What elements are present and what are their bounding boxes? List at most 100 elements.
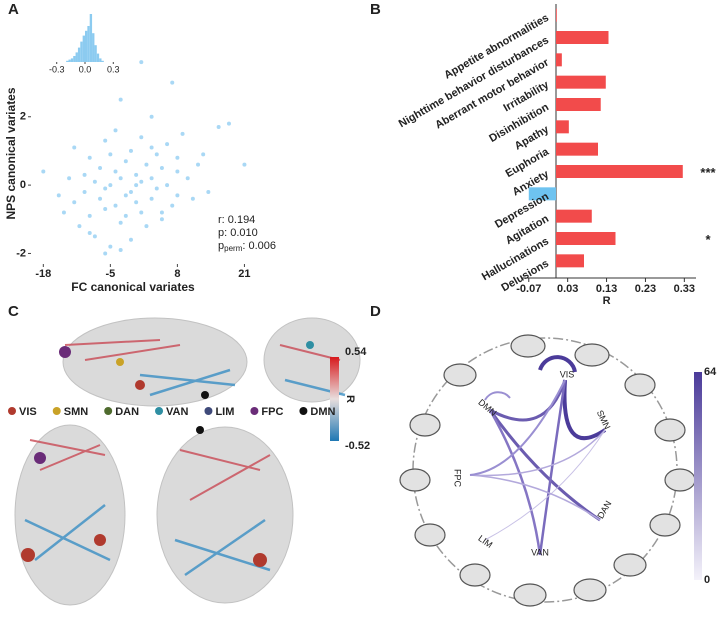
scatter-point bbox=[226, 121, 231, 126]
scatter-point bbox=[175, 193, 180, 198]
scatter-point bbox=[108, 244, 113, 249]
scatter-point bbox=[139, 179, 144, 184]
bar bbox=[556, 8, 557, 22]
scatter-point bbox=[72, 145, 77, 150]
histogram-bar bbox=[89, 14, 93, 62]
scatter-point bbox=[103, 251, 108, 256]
annotation: r: 0.194 bbox=[218, 214, 255, 226]
colorbar-tick-label: 0 bbox=[704, 574, 710, 586]
legend-swatch bbox=[8, 407, 16, 415]
scatter-point bbox=[144, 224, 149, 229]
network-label: VIS bbox=[560, 369, 575, 379]
scatter-point bbox=[67, 176, 72, 181]
scatter-point bbox=[118, 220, 123, 225]
scatter-point bbox=[165, 183, 170, 188]
scatter-point bbox=[242, 162, 247, 167]
colorbar-label: R bbox=[344, 395, 356, 403]
panel-label: B bbox=[370, 1, 381, 18]
network-label: FPC bbox=[453, 469, 463, 488]
scatter-point bbox=[118, 248, 123, 253]
inset-tick-label: -0.3 bbox=[49, 64, 65, 74]
scatter-point bbox=[159, 217, 164, 222]
panel-label: C bbox=[8, 303, 19, 320]
scatter-point bbox=[128, 189, 133, 194]
panel-label: A bbox=[8, 1, 19, 18]
scatter-point bbox=[103, 207, 108, 212]
bar bbox=[556, 254, 584, 268]
x-axis-label: R bbox=[603, 295, 611, 307]
scatter-point bbox=[103, 138, 108, 143]
scatter-point bbox=[134, 183, 139, 188]
brain-thumbnails bbox=[399, 334, 696, 607]
x-axis-label: FC canonical variates bbox=[71, 280, 195, 294]
bar bbox=[556, 232, 616, 245]
scatter-point bbox=[92, 179, 97, 184]
colorbar-tick-label: 64 bbox=[704, 366, 717, 378]
scatter-point bbox=[190, 196, 195, 201]
legend-label: LIM bbox=[215, 406, 234, 418]
scatter-point bbox=[134, 172, 139, 177]
brain-renderings bbox=[14, 317, 361, 606]
scatter-point bbox=[82, 172, 87, 177]
scatter-point bbox=[165, 142, 170, 147]
legend-swatch bbox=[250, 407, 259, 415]
histogram-bar bbox=[77, 47, 81, 62]
legend-label: DMN bbox=[310, 406, 335, 418]
scatter-point bbox=[180, 131, 185, 136]
scatter-point bbox=[113, 169, 118, 174]
scatter-point bbox=[113, 128, 118, 133]
legend-swatch bbox=[155, 407, 164, 415]
histogram-bar bbox=[94, 45, 97, 62]
scatter-point bbox=[87, 213, 92, 218]
histogram-bar bbox=[75, 52, 78, 62]
scatter-point bbox=[149, 196, 154, 201]
scatter-point bbox=[159, 210, 164, 215]
scatter-point bbox=[149, 114, 154, 119]
scatter-point bbox=[118, 97, 123, 102]
scatter-point bbox=[77, 224, 82, 229]
scatter-point bbox=[139, 210, 144, 215]
colorbar-tick-label: 0.54 bbox=[345, 346, 367, 358]
scatter-point bbox=[87, 155, 92, 160]
histogram-bar bbox=[68, 59, 71, 62]
network-label: VAN bbox=[531, 547, 549, 557]
scatter-point bbox=[87, 230, 92, 235]
legend-swatch bbox=[204, 407, 213, 415]
y-tick-label: 2 bbox=[20, 111, 26, 123]
y-tick-label: -2 bbox=[16, 247, 26, 259]
histogram-bar bbox=[92, 33, 95, 62]
histogram-bar bbox=[87, 26, 90, 62]
bar bbox=[556, 142, 598, 156]
scatter-point bbox=[139, 135, 144, 140]
histogram-bar bbox=[70, 58, 74, 62]
histogram-bar bbox=[96, 53, 100, 62]
legend-label: VAN bbox=[166, 406, 188, 418]
y-axis-label: NPS canonical variates bbox=[4, 87, 18, 219]
scatter-point bbox=[98, 166, 103, 171]
scatter-point bbox=[123, 213, 128, 218]
bar bbox=[556, 165, 683, 178]
inset-tick-label: 0.3 bbox=[107, 64, 120, 74]
scatter-point bbox=[118, 176, 123, 181]
scatter-point bbox=[175, 155, 180, 160]
x-tick-label: 0.03 bbox=[557, 283, 578, 295]
scatter-point bbox=[82, 189, 87, 194]
legend-label: DAN bbox=[115, 406, 139, 418]
scatter-point bbox=[128, 148, 133, 153]
scatter-point bbox=[92, 234, 97, 239]
panel-label: D bbox=[370, 303, 381, 320]
scatter-point bbox=[103, 186, 108, 191]
scatter-point bbox=[175, 169, 180, 174]
colorbar-tick-label: -0.52 bbox=[345, 440, 370, 452]
scatter-point bbox=[201, 152, 206, 157]
histogram-bar bbox=[73, 56, 76, 62]
annotation: pperm: 0.006 bbox=[218, 240, 276, 253]
scatter-point bbox=[113, 203, 118, 208]
histogram-bar bbox=[82, 35, 85, 62]
legend-label: FPC bbox=[261, 406, 283, 418]
x-tick-label: 0.23 bbox=[635, 283, 656, 295]
x-tick-label: -18 bbox=[35, 268, 51, 280]
y-tick-label: 0 bbox=[20, 179, 26, 191]
scatter-point bbox=[149, 176, 154, 181]
x-tick-label: 0.33 bbox=[674, 283, 695, 295]
